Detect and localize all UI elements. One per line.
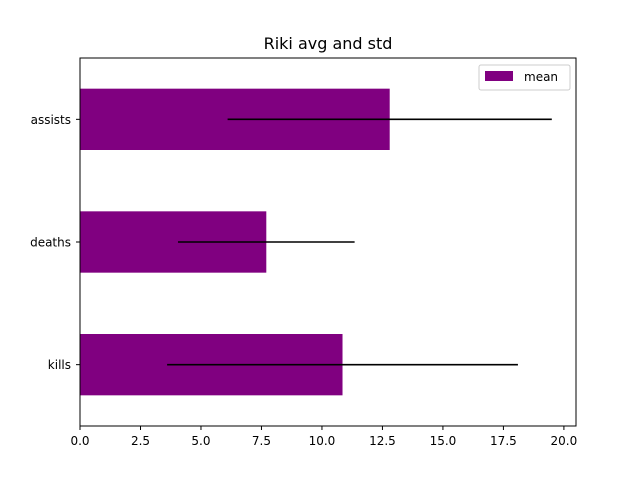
x-tick-label: 0.0	[70, 434, 89, 448]
chart-title: Riki avg and std	[264, 34, 393, 53]
legend-swatch-mean	[485, 71, 513, 81]
y-tick-label-assists: assists	[31, 113, 71, 127]
x-tick-label: 2.5	[131, 434, 150, 448]
x-tick-label: 5.0	[191, 434, 210, 448]
error-bars-layer	[167, 118, 552, 366]
x-tick-label: 17.5	[490, 434, 517, 448]
x-tick-label: 10.0	[309, 434, 336, 448]
y-tick-label-kills: kills	[48, 358, 71, 372]
x-tick-label: 7.5	[252, 434, 271, 448]
y-tick-label-deaths: deaths	[30, 236, 71, 250]
y-axis: kills deaths assists	[30, 113, 80, 372]
x-tick-label: 20.0	[551, 434, 578, 448]
legend: mean	[478, 64, 571, 91]
x-tick-label: 12.5	[369, 434, 396, 448]
legend-label-mean: mean	[524, 70, 558, 84]
x-tick-label: 15.0	[430, 434, 457, 448]
x-axis: 0.0 2.5 5.0 7.5 10.0 12.5 15.0 17.5 20.0	[70, 426, 577, 448]
